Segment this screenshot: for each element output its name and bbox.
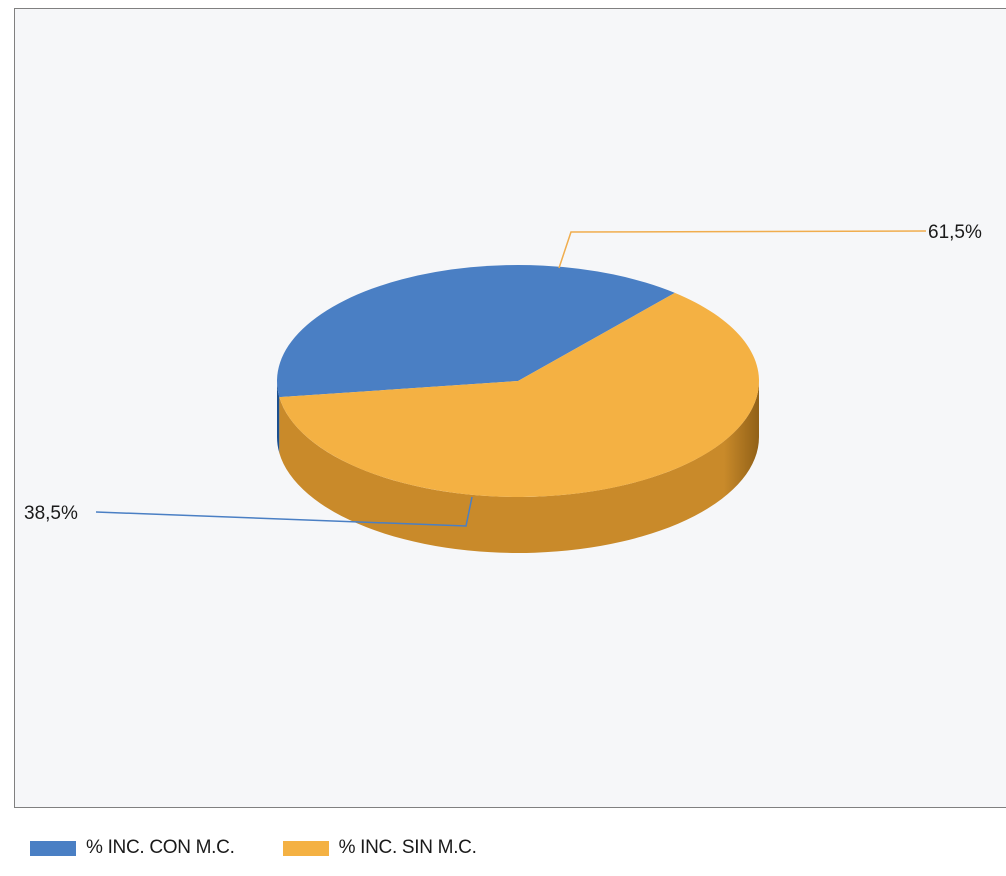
- pie-slice-side-con-mc: [277, 381, 280, 454]
- pie-slice-sin-mc: [279, 292, 760, 497]
- leader-line-con-mc: [95, 496, 473, 527]
- legend-item-con-mc: % INC. CON M.C.: [30, 837, 235, 859]
- pie-slice-con-mc: [277, 264, 675, 398]
- legend-item-sin-mc: % INC. SIN M.C.: [282, 837, 477, 859]
- legend-label-sin-mc: % INC. SIN M.C.: [338, 837, 477, 858]
- legend-swatch-sin-mc: [282, 840, 329, 856]
- pie-slice-side-sin-mc: [279, 381, 759, 553]
- data-label-con-mc: 38,5%: [24, 503, 78, 524]
- legend-label-con-mc: % INC. CON M.C.: [86, 837, 235, 858]
- legend: % INC. CON M.C. % INC. SIN M.C.: [30, 836, 525, 860]
- data-label-sin-mc: 61,5%: [928, 222, 982, 243]
- leader-line-sin-mc: [558, 230, 927, 269]
- legend-swatch-con-mc: [30, 840, 76, 856]
